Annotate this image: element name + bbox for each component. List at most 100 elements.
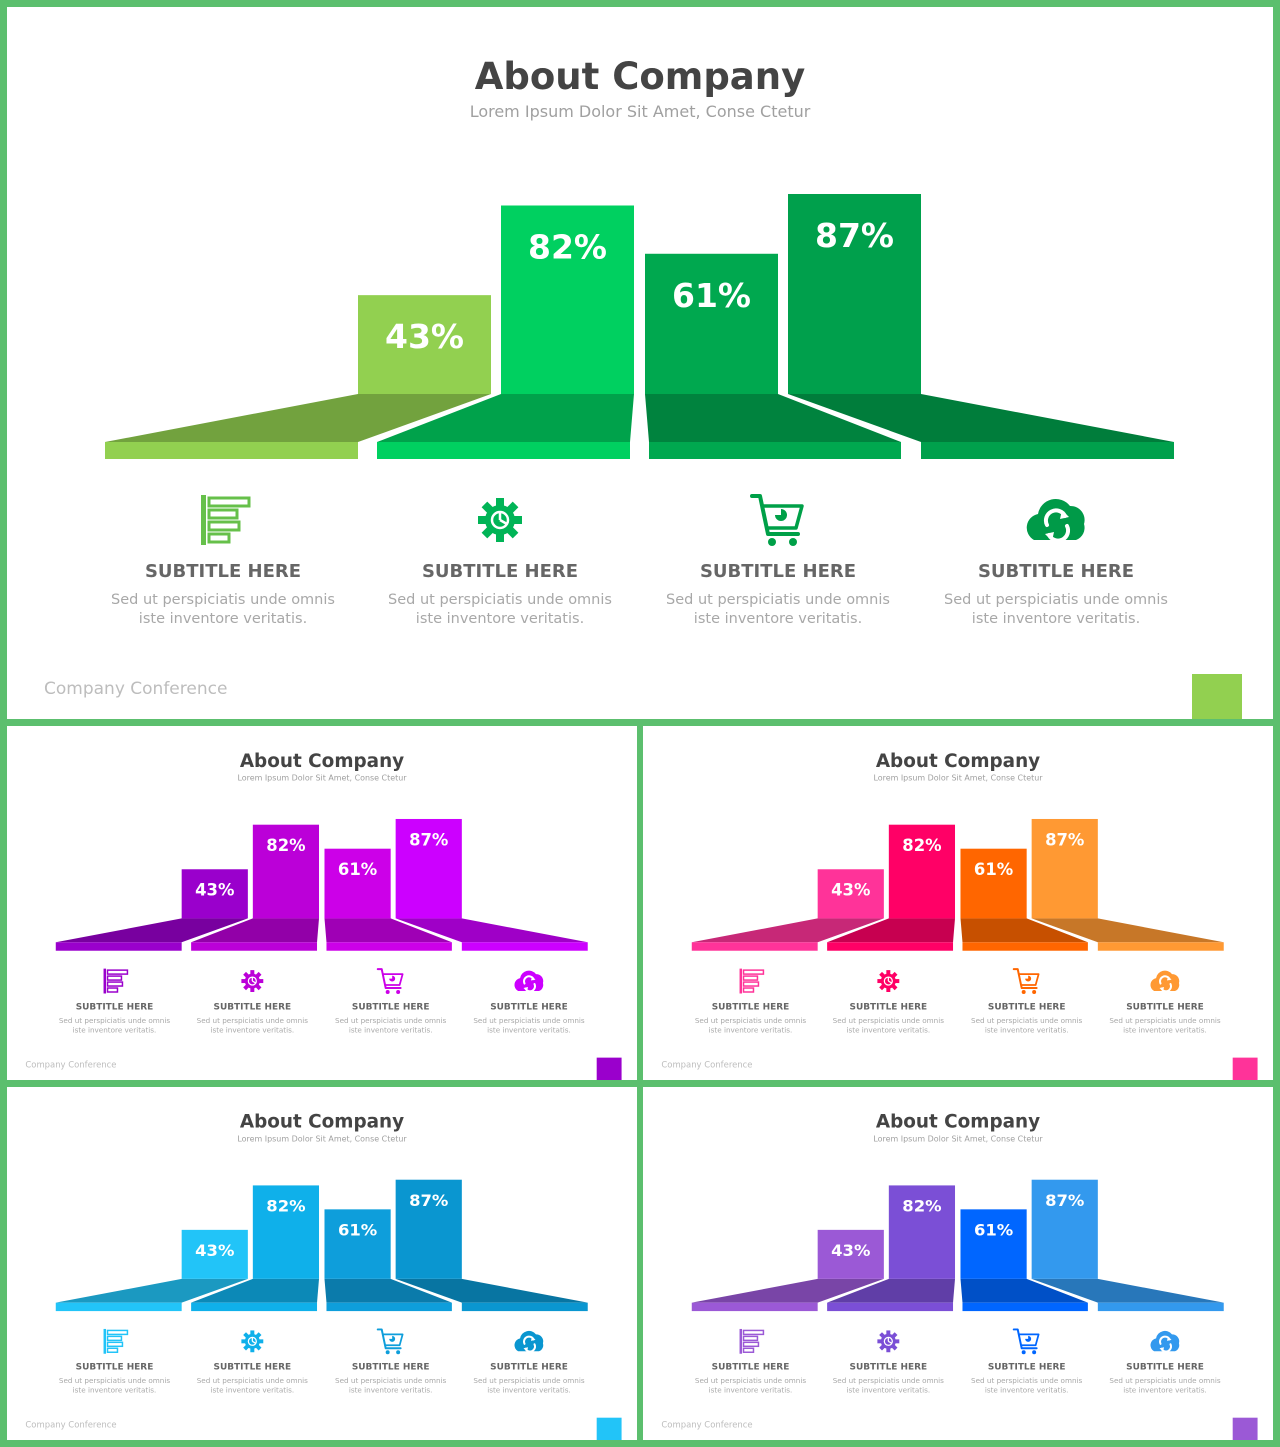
slide-variant-blue: About Company Lorem Ipsum Dolor Sit Amet,… xyxy=(7,1087,637,1440)
feature-description-line: Sed ut perspiciatis unde omnis xyxy=(944,592,1168,608)
feature-description-line: iste inventore veritatis. xyxy=(349,1025,433,1034)
slide-title: About Company xyxy=(876,1112,1040,1133)
bar-platform-front xyxy=(1097,1302,1224,1312)
bar-platform-top xyxy=(691,918,884,943)
feature-description-line: Sed ut perspiciatis unde omnis xyxy=(197,1016,309,1025)
bar-platform-front xyxy=(962,1302,1088,1312)
slide-canvas: About Company Lorem Ipsum Dolor Sit Amet,… xyxy=(661,1112,1258,1440)
bar-platform-front xyxy=(461,942,588,951)
footer-text: Company Conference xyxy=(661,1420,752,1430)
slide-canvas: About Company Lorem Ipsum Dolor Sit Amet,… xyxy=(661,751,1258,1080)
bar-platform-top xyxy=(827,918,956,943)
feature-description-line: iste inventore veritatis. xyxy=(73,1025,157,1034)
bar-chart: 43% 82% 61% 87% xyxy=(55,1179,588,1312)
bar-4 xyxy=(1031,818,1098,919)
feature-description-line: Sed ut perspiciatis unde omnis xyxy=(833,1376,944,1385)
bar-platform-front xyxy=(55,942,182,951)
feature-description-line: Sed ut perspiciatis unde omnis xyxy=(197,1376,308,1385)
bar-value-label: 87% xyxy=(815,216,894,255)
bar-platform-front xyxy=(191,942,318,951)
bar-3 xyxy=(324,848,391,919)
bar-2 xyxy=(501,205,634,394)
bar-platform-front xyxy=(105,442,358,459)
bar-value-label: 61% xyxy=(338,860,377,879)
slide-canvas: About Company Lorem Ipsum Dolor Sit Amet,… xyxy=(25,1112,622,1440)
cloud-sync-icon xyxy=(1150,1330,1180,1353)
bar-platform-top xyxy=(691,1278,884,1303)
bar-list-icon xyxy=(103,968,129,994)
bar-platform-top xyxy=(105,394,491,442)
bar-platform-top xyxy=(324,1278,452,1303)
feature-description-line: Sed ut perspiciatis unde omnis xyxy=(971,1016,1083,1025)
feature-description-line: iste inventore veritatis. xyxy=(985,1025,1069,1034)
bar-value-label: 43% xyxy=(385,317,464,356)
slide-subtitle: Lorem Ipsum Dolor Sit Amet, Conse Ctetur xyxy=(873,774,1043,783)
slide-subtitle: Lorem Ipsum Dolor Sit Amet, Conse Ctetur xyxy=(237,774,407,783)
slide-subtitle: Lorem Ipsum Dolor Sit Amet, Conse Ctetur xyxy=(237,1135,407,1144)
bar-platform-top xyxy=(1031,918,1224,943)
slide-variant-pink-orange: About Company Lorem Ipsum Dolor Sit Amet,… xyxy=(643,726,1273,1080)
slide-title: About Company xyxy=(240,1112,404,1133)
feature-title: SUBTITLE HERE xyxy=(352,1363,430,1373)
footer-text: Company Conference xyxy=(25,1060,116,1070)
bar-platform-front xyxy=(691,942,818,951)
bar-platform-top xyxy=(645,394,901,442)
bar-1 xyxy=(817,869,884,919)
slide-title: About Company xyxy=(240,751,404,772)
slide-title: About Company xyxy=(876,751,1040,772)
feature-description-line: Sed ut perspiciatis unde omnis xyxy=(1109,1016,1221,1025)
bar-3 xyxy=(645,253,778,394)
bar-value-label: 43% xyxy=(195,881,234,900)
feature-description-line: iste inventore veritatis. xyxy=(1123,1025,1207,1034)
feature-description-line: iste inventore veritatis. xyxy=(985,1385,1069,1394)
feature-title: SUBTITLE HERE xyxy=(988,1363,1066,1373)
bar-platform-top xyxy=(191,918,320,943)
gear-chart-icon xyxy=(241,1330,264,1353)
slide-variant-purple: About Company Lorem Ipsum Dolor Sit Amet,… xyxy=(7,726,637,1080)
feature-description-line: iste inventore veritatis. xyxy=(847,1385,931,1394)
bar-platform-front xyxy=(962,942,1088,951)
cart-chart-icon xyxy=(376,968,404,994)
feature-description-line: iste inventore veritatis. xyxy=(416,611,584,627)
feature-description-line: iste inventore veritatis. xyxy=(846,1025,930,1034)
feature-title: SUBTITLE HERE xyxy=(1126,1002,1204,1012)
cloud-sync-icon xyxy=(1026,498,1085,543)
bar-value-label: 87% xyxy=(409,830,448,849)
feature-title: SUBTITLE HERE xyxy=(490,1363,568,1373)
footer-text: Company Conference xyxy=(44,679,227,699)
slide-canvas: About Company Lorem Ipsum Dolor Sit Amet,… xyxy=(44,55,1242,719)
feature-description-line: Sed ut perspiciatis unde omnis xyxy=(473,1016,585,1025)
bar-platform-top xyxy=(960,918,1088,943)
bar-value-label: 43% xyxy=(831,1241,870,1260)
bar-2 xyxy=(252,1185,320,1279)
bar-platform-top xyxy=(377,394,634,442)
bar-value-label: 61% xyxy=(338,1221,377,1240)
bar-platform-top xyxy=(788,394,1174,442)
slide-main: About Company Lorem Ipsum Dolor Sit Amet,… xyxy=(7,7,1273,719)
feature-title: SUBTITLE HERE xyxy=(422,561,578,582)
feature-title: SUBTITLE HERE xyxy=(214,1002,292,1012)
bar-1 xyxy=(181,869,248,919)
bar-4 xyxy=(395,818,462,919)
bar-value-label: 43% xyxy=(831,881,870,900)
bar-2 xyxy=(888,824,956,919)
bar-list-icon xyxy=(739,968,765,994)
accent-square xyxy=(596,1057,622,1080)
bar-chart: 43% 82% 61% 87% xyxy=(691,818,1224,951)
bar-platform-top xyxy=(55,1278,248,1303)
bar-value-label: 87% xyxy=(1045,830,1084,849)
feature-title: SUBTITLE HERE xyxy=(712,1363,790,1373)
feature-description-line: iste inventore veritatis. xyxy=(73,1385,157,1394)
bar-platform-top xyxy=(324,918,452,943)
bar-platform-front xyxy=(827,942,954,951)
footer-text: Company Conference xyxy=(25,1420,116,1430)
cloud-sync-icon xyxy=(514,970,544,993)
feature-description-line: Sed ut perspiciatis unde omnis xyxy=(388,592,612,608)
cart-chart-icon xyxy=(1012,968,1040,994)
feature-title: SUBTITLE HERE xyxy=(214,1363,292,1373)
slide-variant-violet-blue: About Company Lorem Ipsum Dolor Sit Amet,… xyxy=(643,1087,1273,1440)
feature-description-line: iste inventore veritatis. xyxy=(210,1025,294,1034)
feature-description-line: iste inventore veritatis. xyxy=(487,1025,571,1034)
feature-title: SUBTITLE HERE xyxy=(352,1002,430,1012)
bar-value-label: 43% xyxy=(195,1241,234,1260)
